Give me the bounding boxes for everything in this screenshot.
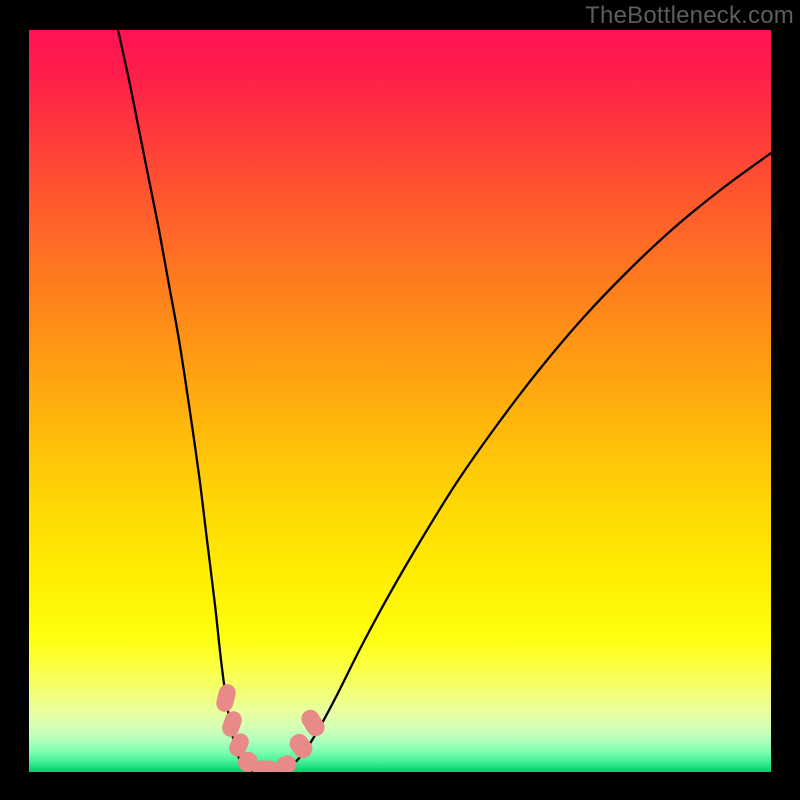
plot-svg xyxy=(29,30,771,772)
watermark-text: TheBottleneck.com xyxy=(585,2,794,30)
bottleneck-curve-plot xyxy=(29,30,771,772)
curve-marker xyxy=(252,761,278,773)
chart-container: TheBottleneck.com xyxy=(0,0,800,800)
